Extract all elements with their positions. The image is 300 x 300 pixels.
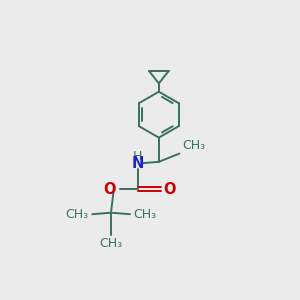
- Text: H: H: [133, 150, 142, 163]
- Text: CH₃: CH₃: [134, 208, 157, 221]
- Text: CH₃: CH₃: [66, 208, 89, 221]
- Text: CH₃: CH₃: [100, 237, 123, 250]
- Text: O: O: [164, 182, 176, 197]
- Text: CH₃: CH₃: [182, 139, 205, 152]
- Text: O: O: [103, 182, 116, 197]
- Text: N: N: [131, 156, 144, 171]
